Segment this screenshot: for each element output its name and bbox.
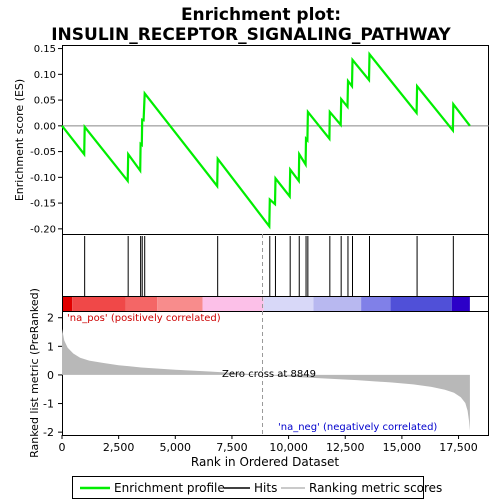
color-segment	[62, 297, 73, 311]
color-segment	[263, 297, 314, 311]
es-y-tick-label: 0.10	[34, 70, 56, 81]
es-y-tick-label: 0.00	[34, 121, 56, 132]
metric-panel: -2 -1 0 1 2 0 2,500 5,000 7,500 10,000 12,500 15,0…	[28, 234, 489, 469]
metric-x-tick-label: 12,500	[326, 441, 365, 454]
metric-x-ticks: 0 2,500 5,000 7,500 10,000 12,500 15,000 17,500	[59, 435, 478, 454]
metric-y-tick-label: -2	[43, 426, 54, 439]
es-y-ticks: -0.20 -0.15 -0.10 -0.05 0.00 0.05 0.10 0.15	[30, 44, 62, 235]
label-na-neg: 'na_neg' (negatively correlated)	[278, 422, 437, 433]
es-panel-frame	[62, 45, 489, 235]
legend-enrichment-label: Enrichment profile	[114, 481, 225, 495]
metric-x-tick-label: 10,000	[269, 441, 308, 454]
color-segment	[313, 297, 362, 311]
legend-ranking-label: Ranking metric scores	[309, 481, 442, 495]
metric-x-tick-label: 7,500	[216, 441, 248, 454]
es-y-axis-label: Enrichment score (ES)	[13, 79, 26, 201]
title-line-2: INSULIN_RECEPTOR_SIGNALING_PATHWAY	[51, 25, 451, 45]
metric-x-tick-label: 15,000	[383, 441, 422, 454]
es-y-tick-label: -0.20	[30, 224, 56, 235]
metric-x-tick-label: 2,500	[103, 441, 135, 454]
es-y-tick-label: 0.05	[34, 96, 56, 107]
es-y-tick-label: -0.15	[30, 199, 56, 210]
ranking-metric-area	[62, 328, 470, 431]
hits-panel	[62, 234, 489, 297]
zero-cross-label: Zero cross at 8849	[222, 369, 316, 380]
color-segment	[390, 297, 452, 311]
color-segment	[125, 297, 158, 311]
metric-y-tick-label: 1	[47, 340, 54, 353]
metric-y-ticks: -2 -1 0 1 2	[43, 312, 62, 439]
metric-x-axis-label: Rank in Ordered Dataset	[191, 455, 339, 469]
metric-y-axis-label: Ranked list metric (PreRanked)	[28, 288, 41, 458]
legend-hits-label: Hits	[254, 481, 277, 495]
hit-marks	[84, 236, 454, 296]
color-segment	[451, 297, 470, 311]
es-panel: -0.20 -0.15 -0.10 -0.05 0.00 0.05 0.10 0.15 Enr…	[13, 44, 489, 235]
es-y-tick-label: -0.05	[30, 147, 56, 158]
color-segment	[157, 297, 203, 311]
metric-x-tick-label: 5,000	[160, 441, 192, 454]
title-line-1: Enrichment plot:	[181, 5, 341, 25]
color-segments	[62, 297, 470, 311]
color-segment	[72, 297, 126, 311]
es-y-tick-label: 0.15	[34, 44, 56, 55]
color-segment	[361, 297, 391, 311]
metric-x-tick-label: 17,500	[439, 441, 478, 454]
metric-y-tick-label: 0	[47, 369, 54, 382]
es-y-tick-label: -0.10	[30, 173, 56, 184]
metric-y-tick-label: 2	[47, 312, 54, 325]
correlation-color-bar	[62, 296, 489, 312]
es-profile-line	[61, 51, 471, 230]
metric-y-tick-label: -1	[43, 398, 54, 411]
metric-x-tick-label: 0	[59, 441, 66, 454]
color-segment	[202, 297, 264, 311]
legend: Enrichment profile Hits Ranking metric s…	[72, 476, 442, 499]
label-na-pos: 'na_pos' (positively correlated)	[67, 313, 221, 324]
